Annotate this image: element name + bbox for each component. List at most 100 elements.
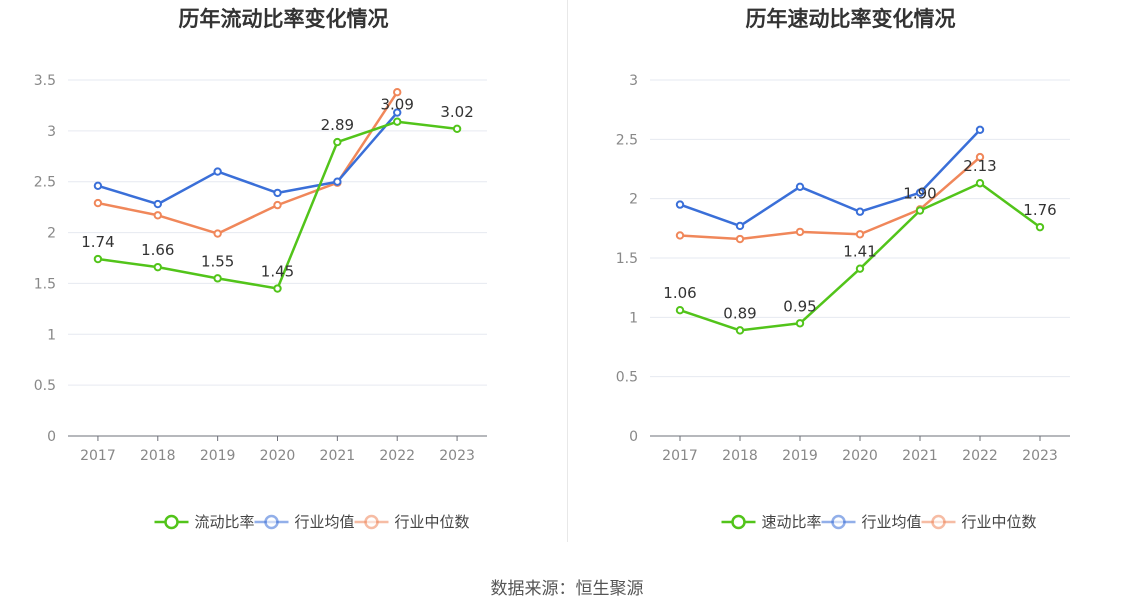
chart-svg: 0 0.5 1 1.5 2 2.5 3 2017 2018 2019 2020 2021 2022 202… [616, 73, 1070, 531]
y-tick-label: 0.5 [34, 378, 56, 394]
legend-label: 速动比率 [762, 513, 822, 531]
data-label: 2.89 [321, 116, 354, 134]
data-label: 3.02 [440, 103, 473, 121]
legend-label: 行业均值 [862, 513, 922, 531]
data-point [273, 284, 282, 293]
data-label: 1.76 [1023, 201, 1056, 219]
series-line [97, 111, 399, 206]
y-tick-label: 3 [629, 73, 638, 89]
data-point [333, 137, 342, 147]
data-point [93, 181, 103, 190]
data-point [915, 188, 925, 197]
x-tick-label: 2021 [320, 448, 356, 464]
data-point [795, 227, 805, 237]
y-tick-label: 1 [47, 327, 56, 343]
legend-label: 行业均值 [295, 513, 355, 531]
data-point [153, 211, 162, 220]
legend-marker [831, 514, 846, 530]
y-tick-label: 1 [629, 310, 638, 326]
data-point [795, 319, 805, 328]
data-point [452, 124, 462, 134]
chart-title: 历年流动比率变化情况 [178, 7, 389, 31]
data-label: 0.95 [783, 297, 816, 315]
chart-quick-ratio: 历年速动比率变化情况 0 0.5 1 1.5 2 2.5 3 2017 2018 2019 2020… [567, 0, 1134, 560]
data-label: 1.55 [201, 252, 234, 270]
data-label: 1.45 [261, 263, 294, 281]
legend-marker [364, 514, 379, 530]
data-point [153, 199, 162, 209]
data-point [975, 152, 985, 162]
legend-item: 行业均值 [821, 513, 922, 531]
y-tick-label: 2.5 [616, 132, 638, 148]
data-point [735, 234, 745, 244]
legend-item: 行业中位数 [921, 513, 1037, 531]
data-point [213, 274, 222, 283]
data-point [735, 221, 745, 231]
legend-item: 行业中位数 [354, 513, 470, 531]
data-point [675, 231, 685, 240]
data-source-footer: 数据来源：恒生聚源 [490, 579, 644, 599]
y-tick-label: 3 [47, 124, 56, 140]
data-point [393, 108, 402, 117]
data-point [675, 200, 685, 209]
data-point [1035, 222, 1045, 232]
data-point [213, 229, 222, 238]
y-tick-label: 2.5 [34, 175, 56, 191]
x-tick-label: 2018 [140, 448, 176, 464]
data-point [273, 188, 282, 198]
y-tick-label: 3.5 [34, 73, 56, 89]
data-point [273, 200, 282, 210]
x-tick-label: 2018 [722, 448, 758, 464]
data-point [735, 326, 745, 335]
y-tick-label: 2 [47, 226, 56, 242]
data-point [855, 207, 865, 216]
data-point [675, 306, 685, 315]
legend-label: 流动比率 [195, 513, 255, 531]
data-point [153, 262, 162, 272]
legend-item: 流动比率 [154, 513, 255, 531]
y-tick-label: 0 [47, 429, 56, 445]
data-label: 2.13 [963, 157, 996, 175]
x-tick-label: 2022 [962, 448, 998, 464]
legend-label: 行业中位数 [395, 513, 470, 531]
legend-marker [164, 514, 179, 530]
data-label: 3.09 [381, 96, 414, 114]
data-point [855, 230, 865, 239]
x-tick-label: 2021 [902, 448, 938, 464]
legend-label: 行业中位数 [962, 513, 1037, 531]
legend-marker [264, 514, 279, 530]
data-point [93, 254, 103, 264]
chart-svg: 0 0.5 1 1.5 2 2.5 3 3.5 2017 2018 2019 2020 2021 2022… [34, 73, 487, 531]
y-tick-label: 0 [629, 429, 638, 445]
data-label: 1.41 [843, 243, 876, 261]
y-tick-label: 1.5 [616, 251, 638, 267]
x-tick-label: 2019 [200, 448, 236, 464]
data-label: 1.90 [903, 185, 936, 203]
data-label: 1.74 [81, 233, 114, 251]
data-label: 0.89 [723, 304, 756, 322]
x-tick-label: 2022 [379, 448, 415, 464]
data-point [915, 206, 925, 215]
data-point [393, 88, 402, 97]
series-line [679, 156, 981, 241]
data-label: 1.66 [141, 241, 174, 259]
y-tick-label: 0.5 [616, 370, 638, 386]
x-tick-label: 2020 [842, 448, 878, 464]
series-line [679, 128, 981, 228]
legend-item: 速动比率 [721, 513, 822, 531]
series-line [97, 91, 399, 235]
x-tick-label: 2017 [80, 448, 116, 464]
chart-current-ratio: 历年流动比率变化情况 0 0.5 1 1.5 2 2.5 3 3.5 2017 2018 2019 2… [0, 0, 567, 560]
data-point [393, 117, 402, 126]
y-tick-label: 2 [629, 192, 638, 208]
data-point [213, 167, 222, 176]
y-tick-label: 1.5 [34, 276, 56, 292]
data-point [975, 179, 985, 188]
data-point [93, 198, 103, 208]
x-tick-label: 2017 [662, 448, 698, 464]
x-tick-label: 2023 [1022, 448, 1058, 464]
legend-marker [731, 514, 746, 530]
divider [567, 0, 568, 542]
x-tick-label: 2019 [782, 448, 818, 464]
data-label: 1.06 [663, 284, 696, 302]
